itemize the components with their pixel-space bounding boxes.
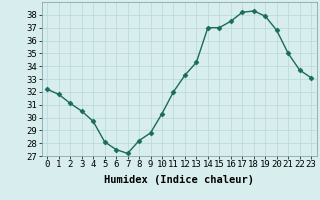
X-axis label: Humidex (Indice chaleur): Humidex (Indice chaleur): [104, 175, 254, 185]
